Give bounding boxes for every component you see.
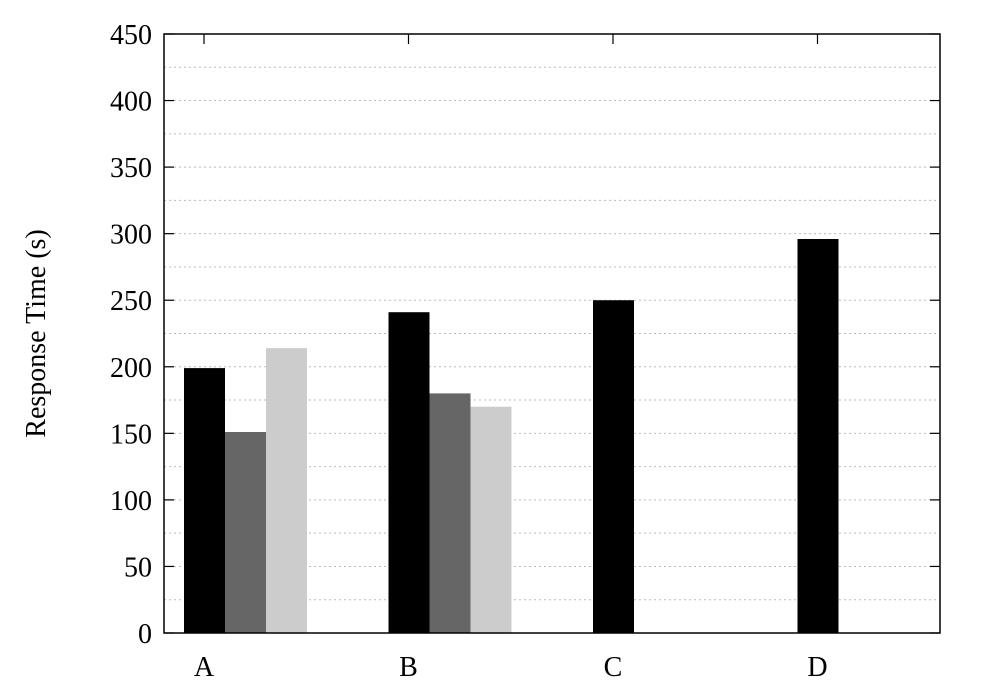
bars xyxy=(184,238,839,634)
x-axis-tick-labels: A B C D xyxy=(194,652,828,683)
plot-frame xyxy=(163,33,941,634)
y-tick-label: 150 xyxy=(110,419,152,450)
bar-b-3 xyxy=(470,406,512,633)
y-tick-label: 400 xyxy=(110,87,152,118)
y-axis-tick-labels: 0 50 100 150 200 250 300 350 400 450 xyxy=(110,20,152,650)
x-tick-label: C xyxy=(604,652,623,683)
y-axis-label: Response Time (s) xyxy=(21,229,52,437)
bar-c-1 xyxy=(593,300,634,633)
bar-a-1 xyxy=(184,368,225,633)
x-tick-label: B xyxy=(399,652,418,683)
x-tick-label: D xyxy=(807,652,827,683)
bar-b-1 xyxy=(388,312,430,633)
y-tick-label: 250 xyxy=(110,286,152,317)
bar-b-2 xyxy=(429,393,471,633)
y-tick-label: 0 xyxy=(138,619,152,650)
y-tick-label: 450 xyxy=(110,20,152,51)
bar-a-2 xyxy=(225,432,266,633)
y-tick-label: 200 xyxy=(110,353,152,384)
x-tick-label: A xyxy=(194,652,215,683)
y-tick-label: 300 xyxy=(110,220,152,251)
y-tick-label: 50 xyxy=(124,552,152,583)
bar-d-1 xyxy=(797,238,839,634)
bar-a-3 xyxy=(266,348,307,633)
y-tick-label: 100 xyxy=(110,486,152,517)
y-tick-label: 350 xyxy=(110,153,152,184)
